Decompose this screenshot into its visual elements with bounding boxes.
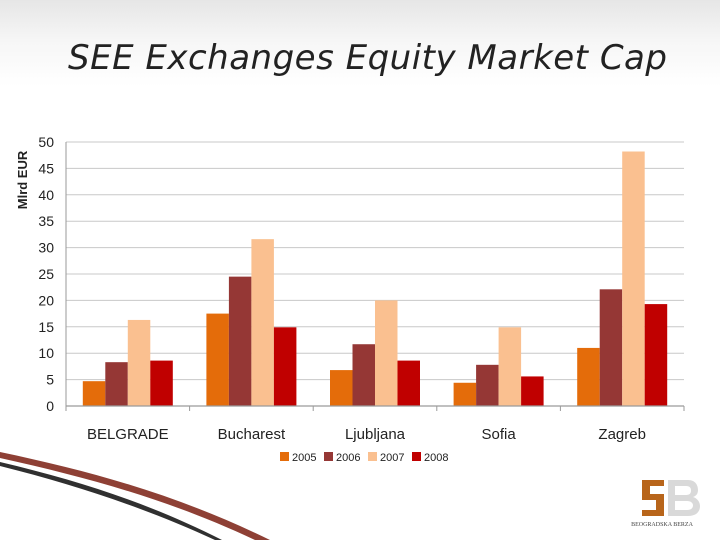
y-tick-label: 30 [38,240,54,256]
bar-2005-bucharest [206,313,229,406]
decorative-swoosh [0,452,270,540]
bar-2007-bucharest [251,239,274,406]
legend-label-2005: 2005 [292,452,316,464]
y-tick-label: 10 [38,345,54,361]
slide-title: SEE Exchanges Equity Market Cap [68,38,668,78]
y-tick-label: 15 [38,319,54,335]
legend: 2005 2006 2007 2008 [280,452,448,464]
y-tick-label: 20 [38,292,54,308]
y-tick-label: 40 [38,187,54,203]
legend-swatch-2006 [324,452,333,461]
bar-2006-ljubljana [352,344,375,406]
x-tick-label: Bucharest [218,426,286,443]
y-axis-label: Mlrd EUR [15,150,30,209]
y-axis-ticks: 0 5 10 15 20 25 30 35 40 45 50 [38,134,54,414]
y-tick-label: 5 [46,372,54,388]
bar-2006-bucharest [228,276,252,406]
legend-label-2008: 2008 [424,452,448,464]
bar-2006-belgrade [105,362,128,406]
bar-2007-belgrade [127,319,151,406]
logo-text: BEOGRADSKA BERZA [631,522,693,528]
x-tick-label: Zagreb [598,426,646,443]
x-tick-label: Ljubljana [345,426,406,443]
bar-2006-sofia [476,364,499,406]
bar-2008-belgrade [150,360,173,406]
bar-2008-sofia [521,376,544,406]
legend-swatch-2005 [280,452,289,461]
bars [82,151,668,406]
bar-2005-belgrade [82,381,106,406]
y-tick-label: 45 [38,160,54,176]
x-tick-label: Sofia [481,426,516,443]
y-tick-label: 50 [38,134,54,150]
legend-swatch-2008 [412,452,421,461]
y-tick-label: 35 [38,213,54,229]
bar-2008-bucharest [273,327,297,406]
bar-2005-zagreb [577,347,600,406]
logo: BEOGRADSKA BERZA [612,474,712,536]
legend-swatch-2007 [368,452,377,461]
legend-label-2006: 2006 [336,452,360,464]
bar-2007-zagreb [622,151,645,406]
bar-2006-zagreb [599,289,623,406]
legend-label-2007: 2007 [380,452,404,464]
y-tick-label: 25 [38,266,54,282]
bar-2005-ljubljana [330,370,353,406]
bar-2007-ljubljana [375,300,398,406]
bar-2008-ljubljana [397,360,420,406]
bse-logo-icon [642,480,700,516]
x-axis-ticks: BELGRADE Bucharest Ljubljana Sofia Zagreb [87,426,646,443]
x-axis [65,142,685,411]
bar-2005-sofia [453,382,477,406]
bar-2007-sofia [498,327,522,406]
bar-2008-zagreb [644,304,668,406]
x-tick-label: BELGRADE [87,426,169,443]
y-tick-label: 0 [46,398,54,414]
